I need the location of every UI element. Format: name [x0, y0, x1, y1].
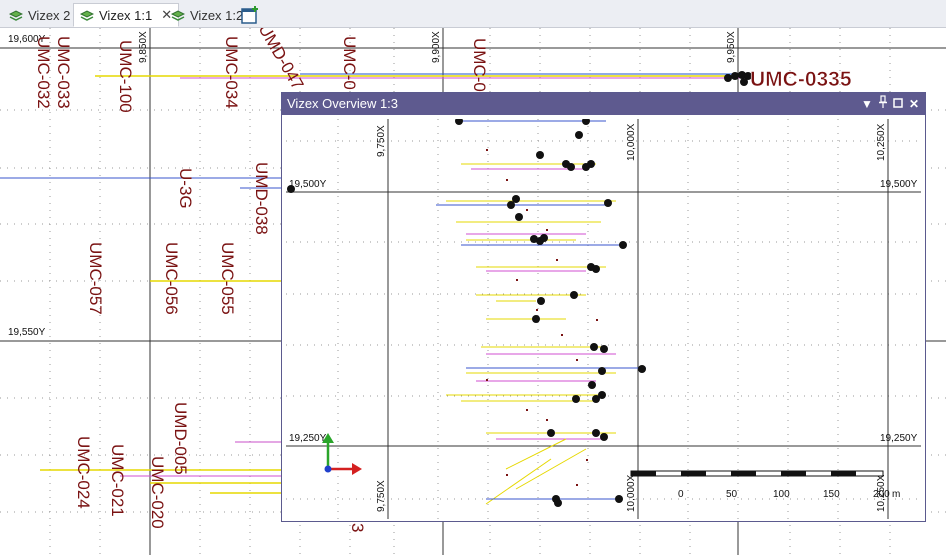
hole-label: UMC-020 — [148, 456, 167, 529]
scale-tick-label: 150 — [823, 489, 840, 500]
new-tab-icon[interactable] — [240, 5, 260, 25]
hole-label: UMC-057 — [86, 242, 105, 315]
overview-grid-label-x3: 10,250X — [876, 123, 887, 161]
hole-label-large: UMC-0335 — [750, 68, 852, 91]
hole-label: 3 — [348, 523, 367, 532]
maximize-icon[interactable] — [891, 95, 905, 113]
hole-label: UMC-021 — [108, 444, 127, 517]
tab-vizex-2[interactable]: Vizex 2 — [2, 3, 77, 27]
hole-label: UMC-0 — [470, 38, 489, 92]
overview-grid-label-x3-bottom: 10,250X — [876, 474, 887, 512]
tab-label: Vizex 1:2 — [190, 7, 244, 23]
overview-major-grid — [286, 119, 921, 519]
close-icon[interactable]: ✕ — [908, 97, 920, 111]
overview-grid-label-y1-left: 19,500Y — [289, 179, 327, 190]
hole-label: UMC-034 — [222, 36, 241, 109]
dropdown-icon[interactable]: ▼ — [861, 97, 873, 111]
overview-canvas[interactable]: 9,750X 10,000X 10,250X 19,500Y 19,500Y 1… — [286, 119, 921, 519]
hole-label: UMC-024 — [74, 436, 93, 509]
overview-grid-label-y2-left: 19,250Y — [289, 433, 327, 444]
overview-grid-label-y2-right: 19,250Y — [880, 433, 918, 444]
maximize-glyph — [893, 98, 903, 108]
overview-title: Vizex Overview 1:3 — [287, 96, 399, 111]
layers-icon — [9, 10, 23, 21]
overview-drillhole-traces — [436, 120, 646, 505]
overview-collars — [287, 119, 646, 507]
overview-titlebar[interactable]: Vizex Overview 1:3 ▼ ✕ — [282, 93, 925, 115]
grid-label-x2: 9,900X — [431, 31, 442, 63]
close-icon[interactable]: ✕ — [161, 7, 173, 22]
scale-bar — [630, 470, 884, 477]
vizex-overview-panel[interactable]: Vizex Overview 1:3 ▼ ✕ — [281, 92, 926, 522]
hole-label: UMC-100 — [116, 40, 135, 113]
hole-label: UMC-0 — [340, 36, 359, 90]
vizex-main-view[interactable]: 19,600Y 19,550Y 9,850X 9,900X 9,950X — [0, 28, 946, 555]
overview-grid-label-x1: 9,750X — [376, 125, 387, 157]
scale-tick-label: 50 — [726, 489, 738, 500]
tab-bar: Vizex 2 Vizex 1:1 ✕ Vizex 1:2 — [0, 0, 946, 28]
overview-grid-label-x1-bottom: 9,750X — [376, 480, 387, 512]
pin-icon[interactable] — [876, 95, 890, 113]
overview-grid-label-x2-bottom: 10,000X — [626, 474, 637, 512]
layers-icon — [171, 10, 185, 21]
tab-label: Vizex 2 — [28, 7, 71, 23]
drillhole-traces — [0, 73, 740, 494]
pin-glyph — [879, 95, 887, 108]
grid-label-y-mid: 19,550Y — [8, 327, 46, 338]
drillhole-collars — [724, 71, 752, 86]
hole-label: UMD-038 — [252, 162, 271, 235]
scale-bar-labels: 0 50 100 150 200 m — [678, 489, 900, 500]
overview-ticks — [486, 149, 598, 486]
scale-tick-label: 0 — [678, 489, 684, 500]
overview-minor-grid — [286, 119, 921, 519]
hole-label: U-3G — [176, 168, 195, 209]
hole-label: UMC-056 — [162, 242, 181, 315]
tab-vizex-1-1[interactable]: Vizex 1:1 ✕ — [73, 3, 180, 27]
grid-label-y-top: 19,600Y — [8, 34, 46, 45]
hole-label: UMC-032 — [34, 36, 53, 109]
grid-label-x3: 9,950X — [726, 31, 737, 63]
hole-label: UMD-047 — [255, 28, 308, 93]
tab-vizex-1-2[interactable]: Vizex 1:2 — [164, 3, 250, 27]
layers-icon — [80, 10, 94, 21]
scale-unit: m — [892, 489, 900, 500]
hole-label: UMD-005 — [171, 402, 190, 475]
tab-label: Vizex 1:1 — [99, 7, 153, 23]
scale-tick-label: 200 — [873, 489, 890, 500]
overview-grid-label-y1-right: 19,500Y — [880, 179, 918, 190]
hole-label: UMC-055 — [218, 242, 237, 315]
axis-triad-icon — [322, 433, 362, 475]
hole-label: UMC-033 — [54, 36, 73, 109]
grid-label-x1: 9,850X — [138, 31, 149, 63]
overview-grid-label-x2: 10,000X — [626, 123, 637, 161]
scale-tick-label: 100 — [773, 489, 790, 500]
